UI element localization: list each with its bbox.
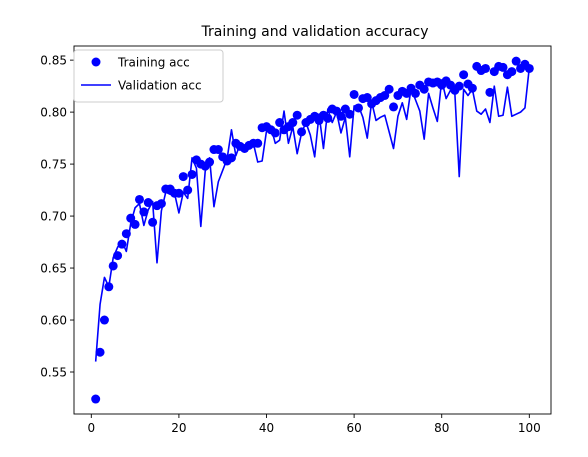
training-acc-point <box>213 145 223 155</box>
legend-box <box>73 49 224 103</box>
training-acc-point <box>507 67 517 77</box>
training-acc-point <box>174 188 184 198</box>
y-tick-label: 0.80 <box>40 106 67 120</box>
series-layer <box>91 56 534 404</box>
x-tick-label: 0 <box>87 421 95 435</box>
training-acc-point <box>454 81 464 91</box>
training-acc-point <box>292 110 302 120</box>
y-tick-label: 0.75 <box>40 158 67 172</box>
y-tick-label: 0.65 <box>40 262 67 276</box>
training-acc-point <box>183 185 193 195</box>
training-acc-point <box>187 169 197 179</box>
training-acc-point <box>134 194 144 204</box>
axes-layer: 0 20 40 60 80 100 0.55 0.60 0.65 0.70 0.75 0.80 0.85 <box>40 45 552 435</box>
training-acc-point <box>91 394 101 404</box>
training-acc-point <box>362 93 372 103</box>
x-tick-label: 100 <box>518 421 541 435</box>
training-acc-point <box>253 138 263 148</box>
chart-title: Training and validation accuracy <box>200 24 428 40</box>
training-acc-point <box>345 109 355 119</box>
training-acc-point <box>349 89 359 99</box>
x-tick-label: 20 <box>171 421 186 435</box>
legend: Training acc Validation acc <box>73 49 224 103</box>
training-acc-point <box>226 153 236 163</box>
training-acc-point <box>498 62 508 72</box>
training-acc-point <box>95 347 105 357</box>
training-acc-point <box>511 56 521 66</box>
legend-label-validation: Validation acc <box>118 79 202 93</box>
x-tick-label: 80 <box>434 421 449 435</box>
training-acc-point <box>485 87 495 97</box>
training-acc-point <box>130 219 140 229</box>
x-tick-label: 40 <box>259 421 274 435</box>
y-tick-label: 0.55 <box>40 366 67 380</box>
training-acc-point <box>419 84 429 94</box>
y-tick-label: 0.60 <box>40 314 67 328</box>
legend-marker-training <box>91 57 101 67</box>
y-tick-label: 0.85 <box>40 54 67 68</box>
training-acc-point <box>384 84 394 94</box>
training-acc-point <box>481 63 491 73</box>
training-acc-point <box>148 217 158 227</box>
training-acc-point <box>389 102 399 112</box>
axes-frame <box>73 45 552 415</box>
training-acc-point <box>99 315 109 325</box>
training-acc-point <box>288 118 298 128</box>
plot-background <box>74 46 551 414</box>
x-tick-label: 60 <box>346 421 361 435</box>
training-acc-point <box>380 90 390 100</box>
training-acc-point <box>459 70 469 80</box>
y-tick-label: 0.70 <box>40 210 67 224</box>
training-acc-point <box>467 83 477 93</box>
training-acc-point <box>178 172 188 182</box>
plot-area <box>74 46 551 414</box>
validation-acc-line <box>94 67 531 362</box>
legend-label-training: Training acc <box>117 56 190 70</box>
